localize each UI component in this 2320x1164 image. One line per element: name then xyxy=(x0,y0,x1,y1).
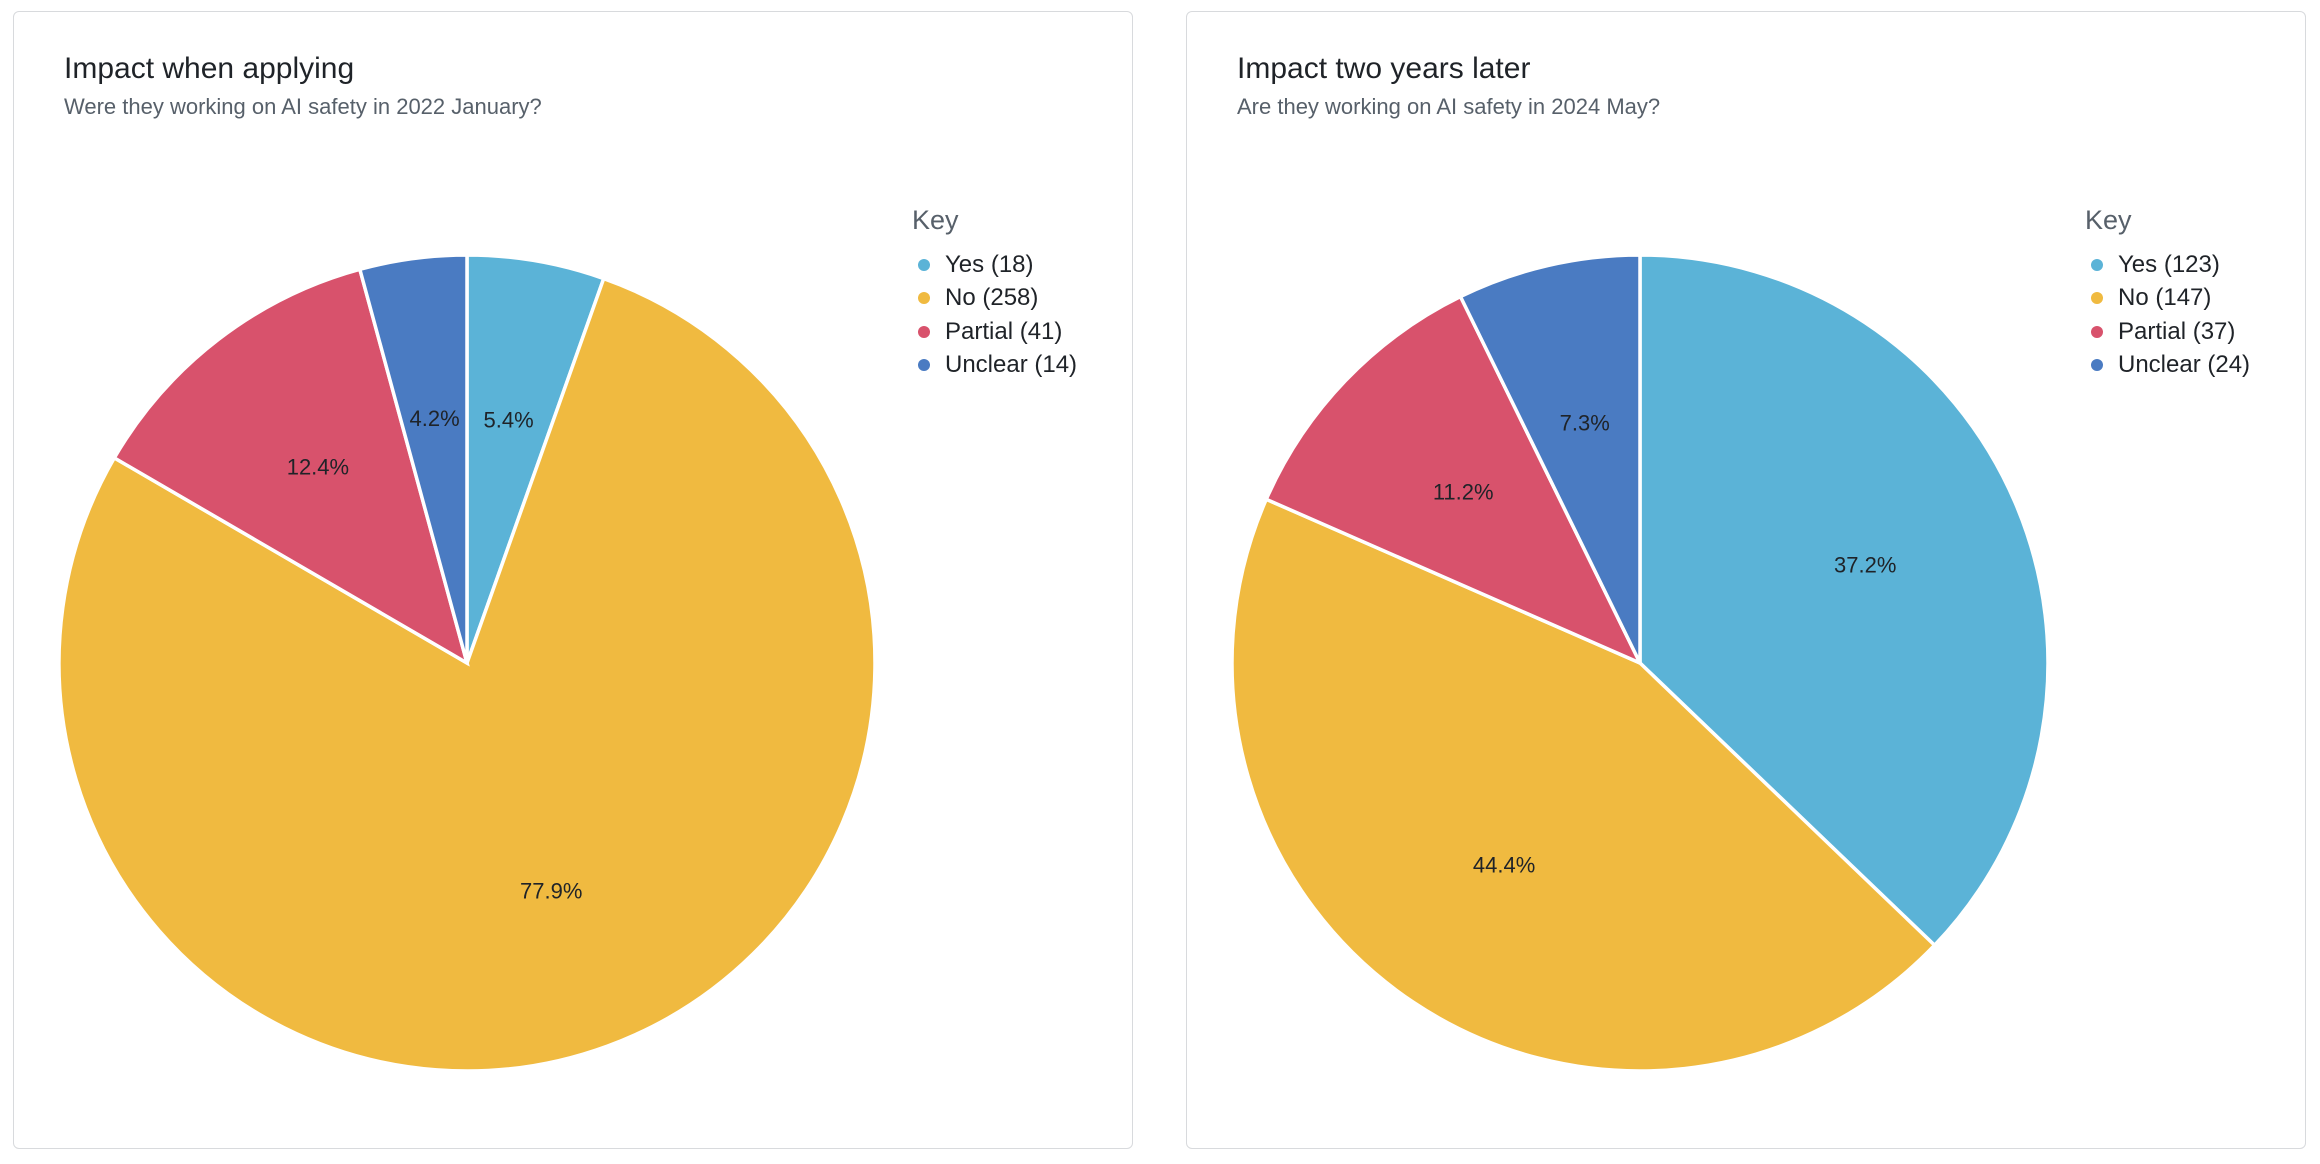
legend-title: Key xyxy=(2085,205,2132,235)
legend-label: Yes (18) xyxy=(945,250,1034,278)
pie-chart: 5.4% 77.9% 12.4% 4.2% xyxy=(57,253,877,1073)
pct-label-no: 77.9% xyxy=(520,879,582,904)
legend-dot-icon xyxy=(2091,359,2103,372)
legend-label: Yes (123) xyxy=(2118,250,2220,278)
pct-label-unclear: 7.3% xyxy=(1560,410,1610,435)
legend-label: No (258) xyxy=(945,284,1039,312)
pie-chart: 37.2% 44.4% 11.2% 7.3% xyxy=(1230,253,2050,1073)
legend-label: Partial (41) xyxy=(945,317,1063,345)
legend-dot-icon xyxy=(918,359,930,372)
legend-dot-icon xyxy=(918,258,930,271)
pct-label-unclear: 4.2% xyxy=(410,406,460,431)
legend-dot-icon xyxy=(2091,258,2103,271)
slice-yes[interactable] xyxy=(465,253,606,664)
slice-partial[interactable] xyxy=(111,267,470,667)
chart-card-right: Impact two years later Are they working … xyxy=(1186,11,2306,1149)
legend-item-no[interactable]: No (258) xyxy=(912,282,1077,316)
legend-dot-icon xyxy=(2091,325,2103,338)
legend-dot-icon xyxy=(918,325,930,338)
chart-title: Impact when applying xyxy=(64,52,355,85)
chart-subtitle: Are they working on AI safety in 2024 Ma… xyxy=(1237,94,1661,119)
pct-label-partial: 12.4% xyxy=(287,455,349,480)
slice-unclear[interactable] xyxy=(357,253,469,664)
legend-item-partial[interactable]: Partial (41) xyxy=(912,315,1077,349)
slice-no[interactable] xyxy=(57,276,877,1073)
legend-dot-icon xyxy=(918,292,930,305)
legend: Key Yes (123) No (147) Partial (37) Uncl… xyxy=(2085,205,2250,382)
legend-item-yes[interactable]: Yes (18) xyxy=(912,248,1077,282)
legend-item-partial[interactable]: Partial (37) xyxy=(2085,315,2250,349)
slice-unclear[interactable] xyxy=(1458,253,1642,664)
legend-item-unclear[interactable]: Unclear (14) xyxy=(912,349,1077,383)
legend-dot-icon xyxy=(2091,292,2103,305)
legend-title: Key xyxy=(912,205,959,235)
pct-label-partial: 11.2% xyxy=(1433,479,1494,504)
legend: Key Yes (18) No (258) Partial (41) Uncle… xyxy=(912,205,1077,382)
chart-title: Impact two years later xyxy=(1237,52,1531,85)
legend-item-yes[interactable]: Yes (123) xyxy=(2085,248,2250,282)
legend-label: Partial (37) xyxy=(2118,317,2236,345)
legend-label: Unclear (14) xyxy=(945,351,1078,379)
legend-label: Unclear (24) xyxy=(2118,351,2251,379)
slice-no[interactable] xyxy=(1230,496,1938,1073)
slice-yes[interactable] xyxy=(1638,253,2050,948)
chart-card-left: Impact when applying Were they working o… xyxy=(13,11,1133,1149)
slice-partial[interactable] xyxy=(1263,294,1644,667)
pct-label-yes: 5.4% xyxy=(484,408,534,433)
legend-item-unclear[interactable]: Unclear (24) xyxy=(2085,349,2250,383)
legend-label: No (147) xyxy=(2118,284,2212,312)
chart-subtitle: Were they working on AI safety in 2022 J… xyxy=(64,94,542,119)
pct-label-yes: 37.2% xyxy=(1834,553,1896,578)
legend-item-no[interactable]: No (147) xyxy=(2085,282,2250,316)
pct-label-no: 44.4% xyxy=(1473,852,1535,877)
